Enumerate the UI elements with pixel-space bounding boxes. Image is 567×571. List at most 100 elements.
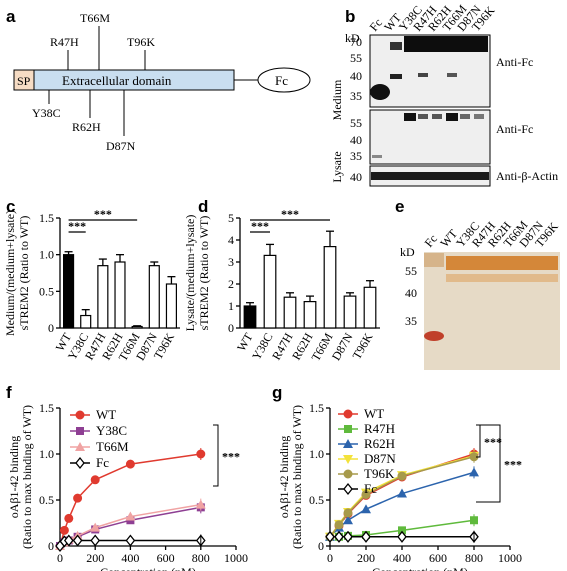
data-point-r47h xyxy=(398,526,406,535)
legend-label-fc: Fc xyxy=(364,481,377,496)
panel-a: a SP Extracellular domain Fc R47H T66M T… xyxy=(6,7,311,153)
bar-y38c xyxy=(263,254,277,329)
significance-label: *** xyxy=(484,435,502,449)
significance-label: *** xyxy=(251,219,269,233)
mutation-label-r47h: R47H xyxy=(50,35,79,49)
y-tick-label: 2 xyxy=(228,277,234,291)
y-tick-label: 1.5 xyxy=(39,211,54,225)
medium-antibody-label: Anti-Fc xyxy=(496,55,533,69)
panel-e-letter: e xyxy=(395,197,404,216)
mutation-label-y38c: Y38C xyxy=(32,106,61,120)
mutation-label-r62h: R62H xyxy=(72,120,101,134)
x-tick-label: 600 xyxy=(157,551,175,565)
legend-marker-t96k xyxy=(343,469,353,479)
legend-marker-t66m xyxy=(75,442,85,451)
band-fc-lysate xyxy=(372,155,382,158)
panel-c-letter: c xyxy=(6,197,15,216)
data-point-t66m xyxy=(125,511,136,521)
data-point-fc xyxy=(343,530,353,543)
y-axis-label: (Ratio to max binding of WT) xyxy=(20,405,34,549)
bar-d87n xyxy=(343,295,357,329)
marker-40-medium: 40 xyxy=(350,69,362,83)
data-point-wt xyxy=(64,513,74,523)
data-point-fc xyxy=(72,534,83,547)
significance-label: *** xyxy=(94,207,112,221)
legend-label-t96k: T96K xyxy=(364,466,395,481)
medium-markers: 70 55 40 35 xyxy=(350,35,362,103)
x-tick-label-d87n: D87N xyxy=(329,330,356,363)
signal-peptide-label: SP xyxy=(17,74,31,88)
legend-marker-wt xyxy=(75,410,85,420)
gel-band-fc-top xyxy=(424,253,444,267)
legend-label-r47h: R47H xyxy=(364,421,395,436)
legend-label-y38c: Y38C xyxy=(96,423,127,438)
gel-marker-55: 55 xyxy=(405,264,417,278)
y-tick-label: 1.0 xyxy=(39,248,54,262)
band-fc-medium xyxy=(370,84,390,100)
data-point-t96k xyxy=(343,508,353,518)
marker-55-medium: 55 xyxy=(350,51,362,65)
x-tick-label: 1000 xyxy=(498,551,522,565)
data-point-t66m xyxy=(90,522,101,532)
band-wt-medium-high xyxy=(390,42,402,50)
gel-kd-label: kD xyxy=(400,245,415,259)
band-r62h-lysate xyxy=(432,114,442,119)
x-tick-label: 400 xyxy=(393,551,411,565)
y-tick-label: 0 xyxy=(48,321,54,335)
bands-mutants-medium xyxy=(404,36,488,52)
medium-bands xyxy=(370,36,488,100)
panel-a-letter: a xyxy=(6,7,16,26)
legend-marker-y38c xyxy=(76,427,84,435)
significance-label: *** xyxy=(68,219,86,233)
y-tick-label: 5 xyxy=(228,211,234,225)
mutation-label-t66m: T66M xyxy=(80,11,110,25)
bar-t96k xyxy=(165,283,177,329)
y-tick-label: 0 xyxy=(48,539,54,553)
y-tick-label: 0.5 xyxy=(309,493,324,507)
legend-marker-wt xyxy=(343,409,353,419)
x-tick-label: 400 xyxy=(121,551,139,565)
legend-label-d87n: D87N xyxy=(364,451,396,466)
row-label-lysate: Lysate xyxy=(330,151,344,182)
data-point-t96k xyxy=(334,520,344,530)
band-t66m-medium-low xyxy=(447,73,457,77)
y-tick-label: 1.0 xyxy=(39,447,54,461)
data-point-r62h xyxy=(397,488,407,498)
x-tick-label: 600 xyxy=(429,551,447,565)
legend-label-wt: WT xyxy=(96,407,116,422)
y-axis-label: oAβ1-42 binding xyxy=(7,436,21,518)
data-point-r62h xyxy=(361,504,371,514)
y-axis-label: (Ratio to max binding of WT) xyxy=(290,405,304,549)
actin-bands xyxy=(371,172,489,180)
x-tick-label: 800 xyxy=(465,551,483,565)
lysate-bands xyxy=(372,113,484,158)
y-tick-label: 1.0 xyxy=(309,447,324,461)
data-point-fc xyxy=(325,530,335,543)
bar-r62h xyxy=(303,301,317,329)
data-point-fc xyxy=(63,534,74,547)
chart-c: 0 0.5 1.0 1.5 Medium/(medium+lysate) sTREM2 (… xyxy=(3,207,180,363)
band-d87n-lysate xyxy=(460,114,470,119)
data-point-wt xyxy=(90,475,100,485)
bar-r62h xyxy=(114,261,126,329)
data-point-wt xyxy=(59,525,69,535)
data-point-fc xyxy=(125,534,136,547)
x-axis-label: Concentration (nM) xyxy=(372,565,468,571)
lysate-markers: 55 40 35 xyxy=(350,116,362,163)
gel-markers: 55 40 35 xyxy=(405,264,417,328)
data-point-t96k xyxy=(361,489,371,499)
gel-marker-35: 35 xyxy=(405,314,417,328)
marker-35-medium: 35 xyxy=(350,89,362,103)
bar-t96k xyxy=(363,286,377,329)
marker-40-lysate: 40 xyxy=(350,133,362,147)
gel-image xyxy=(424,252,560,370)
y-tick-label: 0 xyxy=(228,321,234,335)
bar-t66m xyxy=(323,246,337,329)
lysate-antibody-label: Anti-Fc xyxy=(496,122,533,136)
data-point-wt xyxy=(125,459,135,469)
x-tick-label: 0 xyxy=(57,551,63,565)
